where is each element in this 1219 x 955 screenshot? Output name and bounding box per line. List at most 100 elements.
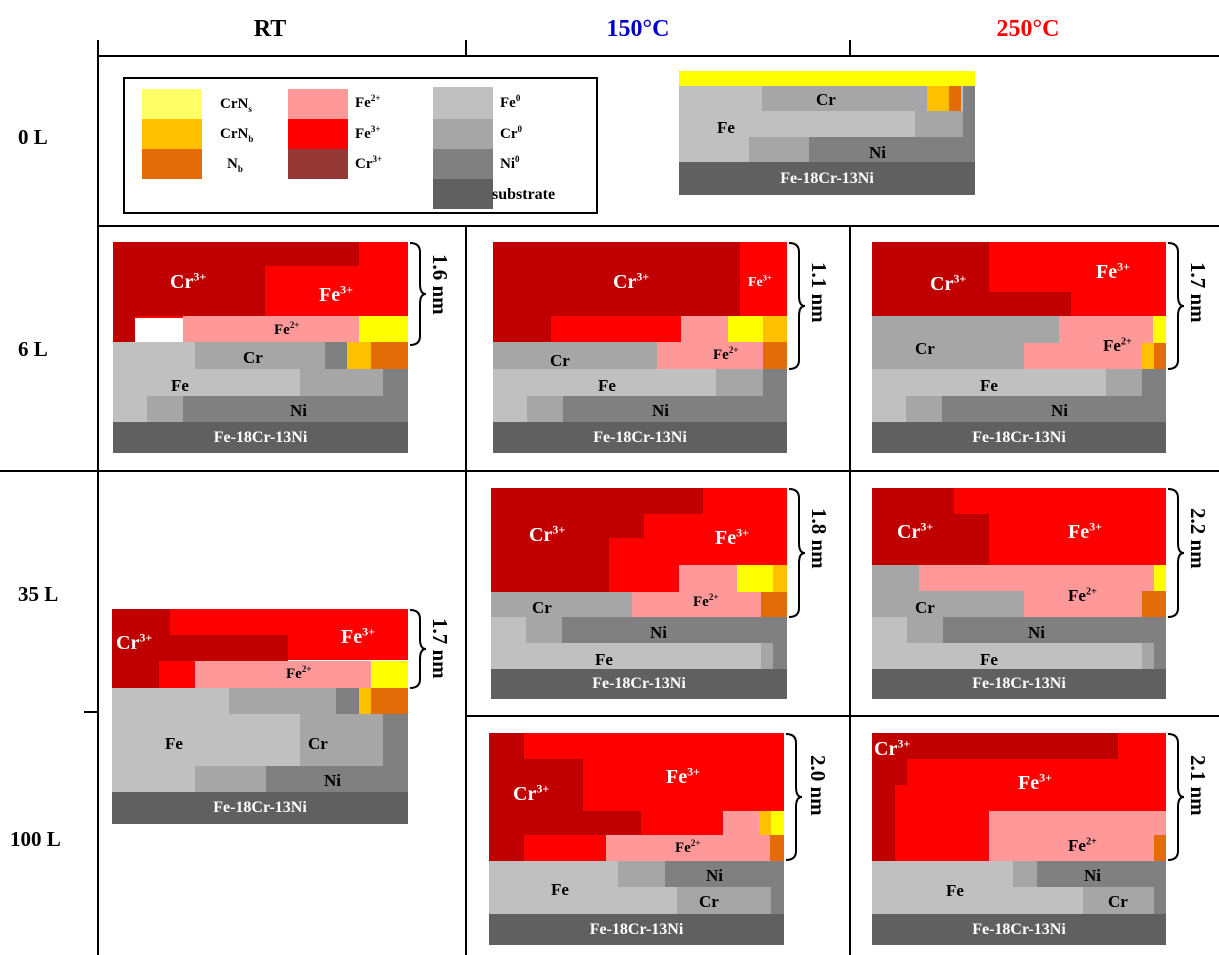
layer-fe2-b [632, 592, 761, 617]
col-rule-mid-body [465, 225, 467, 955]
legend-swatch-ni0 [433, 149, 493, 179]
legend-label-nb: Nb [227, 156, 243, 174]
layer-cr0-b [1106, 369, 1142, 396]
layer-cr3 [113, 242, 359, 266]
layer-cr3-b [113, 266, 265, 316]
layer-crnb [773, 565, 787, 592]
layer-crns [737, 565, 773, 592]
layer-cr0-b [716, 369, 763, 396]
label-cr: Cr [915, 598, 935, 617]
layer-cr0 [195, 342, 325, 369]
layer-cr0-b [919, 591, 1024, 617]
layer-cr0-c [907, 617, 943, 643]
legend-label-fe0: Fe0 [500, 93, 521, 112]
layer-fe2 [989, 811, 1166, 861]
layer-fe2-b [606, 835, 770, 861]
layer-ni0 [665, 861, 771, 887]
layer-ni0-a [325, 342, 347, 369]
legend-swatch-cr3 [288, 149, 348, 179]
legend-swatch-fe2 [288, 89, 348, 119]
layer-fe2-b [1024, 343, 1142, 369]
thickness-250c-35l: 2.2 nm [1186, 508, 1210, 569]
layer-cr3-c [872, 785, 895, 861]
layer-crns [728, 316, 763, 342]
label-fe: Fe [595, 650, 613, 669]
brace-rt-6l [409, 242, 427, 346]
brace-250c-6l [1167, 242, 1185, 370]
layer-cr0 [1013, 861, 1037, 887]
layer-fe2 [195, 661, 371, 688]
layer-cr3-b [493, 316, 551, 342]
label-cr3: Cr3+ [930, 271, 967, 295]
legend-swatch-substrate [433, 179, 493, 209]
col-rule-right [849, 40, 851, 55]
label-cr: Cr [915, 339, 935, 358]
layer-fe2-b [1024, 591, 1142, 617]
layer-cr0-b [526, 617, 562, 643]
label-cr: Cr [550, 351, 570, 370]
col-rule-mid [465, 40, 467, 55]
panel-150c-100l: Cr3+ Fe3+ Fe2+ Ni Fe Cr Fe-18Cr-13Ni [489, 733, 784, 945]
row-rule-1 [97, 225, 1219, 227]
layer-cr3 [872, 242, 989, 292]
label-cr3: Cr3+ [874, 736, 911, 760]
layer-cr0 [872, 565, 919, 617]
brace-250c-100l [1167, 733, 1185, 861]
legend-swatch-fe3 [288, 119, 348, 149]
row-label-35l: 35 L [18, 582, 59, 606]
label-ni: Ni [652, 401, 669, 420]
label-fe: Fe [717, 118, 735, 137]
layer-cr3-b [112, 635, 288, 661]
label-fe2: Fe2+ [1103, 336, 1132, 355]
legend-swatch-cr0 [433, 119, 493, 149]
col-rule-left [97, 40, 99, 955]
layer-nb [761, 592, 787, 617]
layer-cr0 [618, 861, 665, 887]
layer-fe2 [723, 811, 759, 835]
substrate-label: Fe-18Cr-13Ni [491, 669, 787, 699]
label-ni: Ni [1028, 623, 1045, 642]
layer-cr3-c [524, 811, 641, 835]
layer-crns [1154, 565, 1166, 591]
legend-label-substrate: substrate [492, 186, 556, 203]
legend-label-cr0: Cr0 [500, 124, 522, 143]
layer-cr0 [762, 86, 927, 111]
row-rule-2 [0, 470, 1219, 472]
layer-ni0-b [942, 396, 1166, 422]
panel-250c-35l: Cr3+ Fe3+ Cr Fe2+ Ni Fe Fe-18Cr-13Ni [872, 488, 1166, 699]
layer-cr0-c [527, 396, 563, 422]
layer-cr0-d [1142, 643, 1154, 669]
label-fe2: Fe2+ [675, 838, 701, 856]
layer-cr0 [493, 342, 657, 369]
layer-crns [771, 811, 784, 835]
row-rule-3 [465, 715, 1219, 717]
layer-nb [770, 835, 784, 861]
layer-ni0-b [1154, 643, 1166, 669]
layer-cr3 [489, 733, 524, 861]
legend-swatch-crnb [142, 119, 202, 149]
layer-ni0-a [336, 688, 359, 714]
layer-cr0-b [300, 714, 383, 766]
layer-ni0 [1037, 861, 1166, 887]
label-fe2: Fe2+ [1068, 586, 1097, 605]
thickness-250c-100l: 2.1 nm [1186, 755, 1210, 816]
label-fe2: Fe2+ [693, 592, 719, 610]
layer-nb [1154, 343, 1166, 369]
layer-nb [371, 342, 408, 369]
layer-ni0 [943, 617, 1166, 643]
layer-nb [371, 688, 408, 714]
label-fe: Fe [598, 376, 616, 395]
label-fe: Fe [980, 650, 998, 669]
thickness-rt-6l: 1.6 nm [428, 254, 452, 315]
panel-150c-6l: Cr3+ Fe3+ Cr Fe2+ Fe Ni Fe-18Cr-13Ni [493, 242, 787, 453]
brace-250c-35l [1167, 488, 1185, 618]
layer-crns [359, 316, 408, 342]
label-fe3: Fe3+ [748, 273, 772, 290]
layer-fe2 [183, 316, 359, 342]
layer-cr3 [493, 242, 740, 316]
layer-cr0-b [915, 111, 963, 137]
label-cr3: Cr3+ [513, 781, 550, 805]
layer-crnb [347, 342, 371, 369]
thickness-150c-100l: 2.0 nm [806, 755, 830, 816]
